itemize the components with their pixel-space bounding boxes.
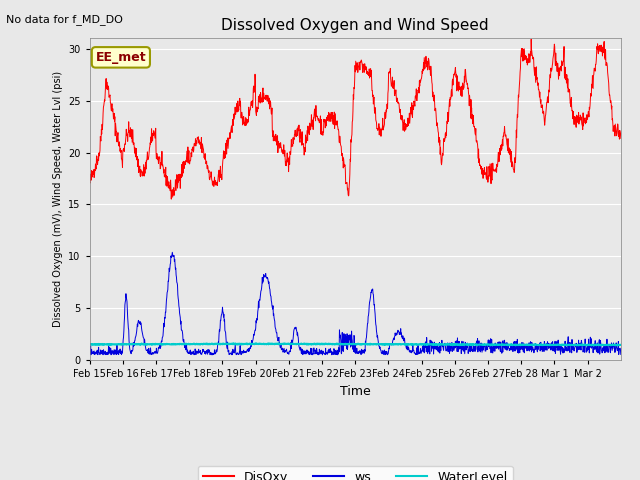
DisOxy bbox=[559, 62, 566, 68]
WaterLevel bbox=[332, 341, 339, 347]
Line: DisOxy: DisOxy bbox=[90, 39, 621, 199]
Text: EE_met: EE_met bbox=[95, 51, 146, 64]
ws bbox=[559, 345, 566, 350]
DisOxy bbox=[86, 179, 93, 184]
WaterLevel bbox=[481, 342, 488, 348]
WaterLevel bbox=[559, 342, 566, 348]
DisOxy bbox=[617, 135, 625, 141]
WaterLevel bbox=[617, 342, 625, 348]
DisOxy bbox=[611, 126, 618, 132]
ws bbox=[611, 342, 618, 348]
WaterLevel bbox=[342, 341, 349, 347]
ws bbox=[86, 350, 93, 356]
ws bbox=[168, 250, 176, 255]
ws bbox=[481, 343, 488, 349]
DisOxy bbox=[332, 118, 339, 123]
WaterLevel bbox=[169, 341, 177, 347]
X-axis label: Time: Time bbox=[340, 384, 371, 397]
DisOxy bbox=[169, 191, 177, 196]
ws bbox=[342, 338, 349, 344]
DisOxy bbox=[168, 196, 175, 202]
DisOxy bbox=[527, 36, 535, 42]
DisOxy bbox=[481, 165, 488, 170]
ws bbox=[169, 253, 177, 259]
WaterLevel bbox=[230, 340, 237, 346]
Title: Dissolved Oxygen and Wind Speed: Dissolved Oxygen and Wind Speed bbox=[221, 18, 489, 33]
Line: ws: ws bbox=[90, 252, 621, 355]
Text: No data for f_MD_DO: No data for f_MD_DO bbox=[6, 14, 124, 25]
WaterLevel bbox=[506, 343, 513, 348]
Y-axis label: Dissolved Oxygen (mV), Wind Speed, Water Lvl (psi): Dissolved Oxygen (mV), Wind Speed, Water… bbox=[52, 71, 63, 327]
ws bbox=[332, 348, 339, 354]
DisOxy bbox=[342, 167, 349, 172]
WaterLevel bbox=[611, 342, 618, 348]
WaterLevel bbox=[86, 341, 93, 347]
Line: WaterLevel: WaterLevel bbox=[90, 343, 621, 346]
Legend: DisOxy, ws, WaterLevel: DisOxy, ws, WaterLevel bbox=[198, 466, 513, 480]
ws bbox=[617, 351, 625, 357]
ws bbox=[319, 352, 326, 358]
